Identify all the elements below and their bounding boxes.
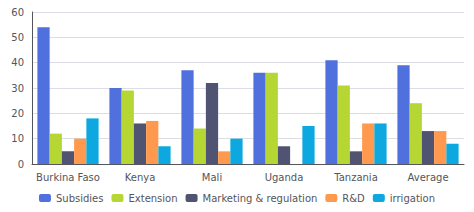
svg-text:50: 50: [11, 32, 24, 43]
svg-text:Extension: Extension: [128, 193, 177, 204]
svg-text:Subsidies: Subsidies: [56, 193, 104, 204]
svg-text:Mali: Mali: [202, 172, 222, 183]
svg-text:30: 30: [11, 83, 24, 94]
svg-text:Uganda: Uganda: [265, 172, 304, 183]
svg-text:10: 10: [11, 133, 24, 144]
svg-text:60: 60: [11, 7, 24, 18]
svg-text:Burkina Faso: Burkina Faso: [36, 172, 100, 183]
svg-text:Marketing & regulation: Marketing & regulation: [203, 193, 318, 204]
svg-text:0: 0: [18, 159, 24, 170]
svg-text:40: 40: [11, 57, 24, 68]
svg-text:Average: Average: [407, 172, 448, 183]
svg-text:R&D: R&D: [342, 193, 365, 204]
svg-text:20: 20: [11, 108, 24, 119]
svg-text:Kenya: Kenya: [125, 172, 156, 183]
svg-text:irrigation: irrigation: [390, 193, 435, 204]
svg-text:Tanzania: Tanzania: [333, 172, 378, 183]
